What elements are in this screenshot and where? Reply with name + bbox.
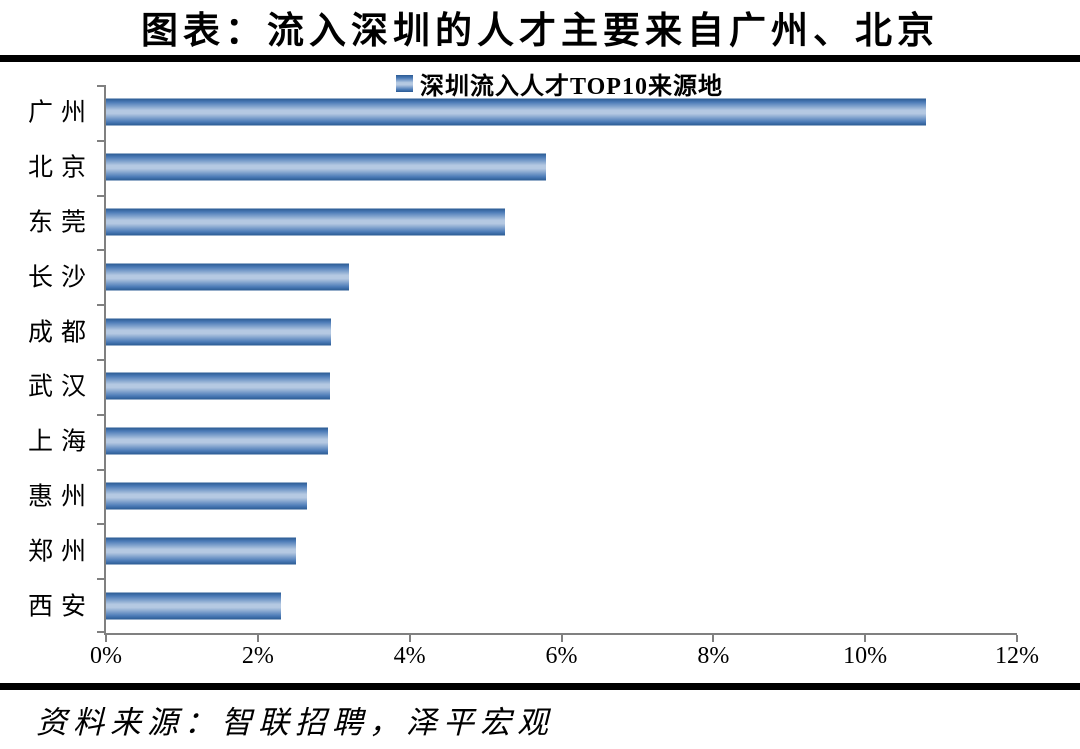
y-axis-tick — [97, 249, 104, 252]
chart-legend: 深圳流入人才TOP10来源地 — [104, 66, 1015, 101]
category-label: 成都 — [27, 319, 94, 347]
plot-area: 广州北京东莞长沙成都武汉上海惠州郑州西安 0% 2% 4% 6% 8% 10% 12% — [28, 85, 1039, 669]
bar — [106, 98, 926, 126]
bar-row: 惠州 — [28, 469, 1017, 524]
x-axis-tick — [864, 635, 867, 642]
category-label: 惠州 — [27, 483, 94, 511]
bar — [106, 482, 308, 510]
category-label: 郑州 — [27, 538, 94, 566]
category-label: 北京 — [27, 154, 94, 182]
bar-row: 成都 — [28, 304, 1017, 359]
y-axis-tick — [97, 194, 104, 197]
x-axis-tick — [408, 635, 411, 642]
y-axis-tick — [97, 139, 104, 142]
bar — [106, 427, 329, 455]
legend-label: 深圳流入人才TOP10来源地 — [420, 74, 723, 100]
x-axis-tick — [256, 635, 259, 642]
category-label: 上海 — [27, 428, 94, 456]
bar — [106, 318, 331, 346]
x-axis-tick-label: 10% — [843, 643, 888, 669]
bar — [106, 153, 547, 181]
bar-row: 广州 — [28, 85, 1017, 140]
x-axis-tick-label: 8% — [697, 643, 730, 669]
y-axis-tick — [97, 578, 104, 581]
bottom-divider — [0, 683, 1080, 690]
x-axis-tick-label: 6% — [545, 643, 578, 669]
y-axis-tick — [97, 631, 104, 633]
y-axis-tick — [97, 359, 104, 361]
bar-row: 西安 — [28, 578, 1017, 633]
x-axis-tick — [712, 635, 715, 642]
bar-row: 长沙 — [28, 249, 1017, 304]
y-axis-tick — [97, 304, 104, 307]
x-axis-tick — [1016, 635, 1018, 642]
bar — [106, 592, 281, 620]
category-label: 东莞 — [27, 209, 94, 237]
bar-row: 武汉 — [28, 359, 1017, 414]
category-label: 武汉 — [27, 373, 94, 401]
category-label: 西安 — [27, 593, 94, 621]
x-axis-tick-label: 0% — [90, 643, 122, 669]
bar-row: 东莞 — [28, 195, 1017, 250]
bar-row: 北京 — [28, 140, 1017, 195]
x-axis-tick-label: 12% — [995, 643, 1039, 669]
bar-row: 郑州 — [28, 523, 1017, 578]
top-divider — [0, 55, 1080, 62]
x-axis-tick — [105, 635, 107, 642]
source-note: 资料来源：智联招聘，泽平宏观 — [36, 705, 554, 740]
x-axis-tick-label: 2% — [241, 643, 274, 669]
y-axis-tick — [97, 468, 104, 471]
bar — [106, 372, 330, 400]
bar — [106, 263, 349, 291]
x-axis-tick — [560, 635, 563, 642]
x-axis-tick-label: 4% — [393, 643, 426, 669]
legend-swatch-icon — [396, 75, 414, 92]
category-label: 广州 — [27, 99, 94, 127]
category-label: 长沙 — [27, 264, 94, 292]
bar-row: 上海 — [28, 414, 1017, 469]
y-axis-tick — [97, 523, 104, 526]
y-axis-tick — [97, 85, 104, 87]
bar — [106, 537, 296, 565]
page-title: 图表：流入深圳的人才主要来自广州、北京 — [141, 11, 939, 52]
bar — [106, 208, 505, 236]
y-axis-tick — [97, 413, 104, 416]
